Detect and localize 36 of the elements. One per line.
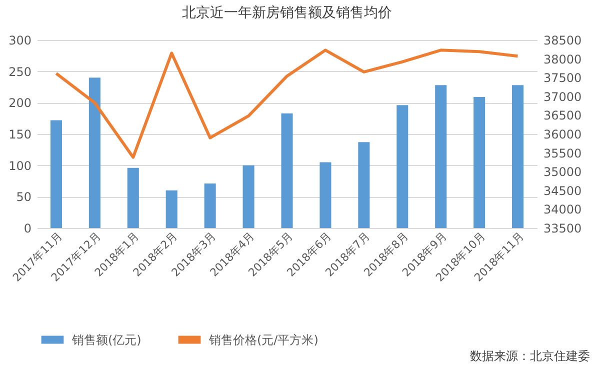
bar — [358, 142, 370, 228]
y-tick-label: 50 — [16, 190, 32, 204]
y2-tick-label: 38000 — [544, 52, 582, 66]
chart-title: 北京近一年新房销售额及销售均价 — [182, 5, 392, 21]
y-tick-label: 150 — [8, 128, 32, 142]
bar — [166, 190, 178, 228]
y-tick-label: 300 — [8, 34, 32, 48]
y2-tick-label: 33500 — [544, 222, 582, 236]
y2-tick-label: 34500 — [544, 184, 582, 198]
y-tick-label: 200 — [8, 96, 32, 110]
source-note: 数据来源：北京住建委 — [470, 348, 590, 365]
y2-tick-label: 38500 — [544, 34, 582, 48]
bar — [281, 113, 293, 228]
line-series — [54, 48, 520, 159]
y2-tick-label: 37500 — [544, 71, 582, 86]
bar — [204, 184, 216, 228]
bar — [50, 120, 62, 228]
y2-tick-label: 35000 — [544, 165, 582, 180]
y-tick-label: 100 — [8, 158, 32, 173]
y2-tick-label: 37000 — [544, 90, 582, 104]
y-tick-label: 250 — [8, 64, 32, 79]
bar — [88, 78, 100, 228]
y2-tick-label: 34000 — [544, 202, 582, 217]
y-tick-label: 0 — [24, 222, 32, 236]
bar — [242, 165, 254, 228]
legend-label: 销售额(亿元) — [71, 332, 142, 347]
y2-tick-label: 36500 — [544, 108, 582, 123]
bar — [512, 85, 524, 228]
legend-label: 销售价格(元/平方米) — [208, 332, 318, 347]
y2-tick-label: 36000 — [544, 128, 582, 142]
bar — [127, 168, 139, 228]
bar — [474, 97, 486, 228]
bar — [396, 105, 408, 228]
y2-tick-label: 35500 — [544, 146, 582, 160]
bar — [435, 85, 447, 228]
bar — [320, 162, 332, 228]
